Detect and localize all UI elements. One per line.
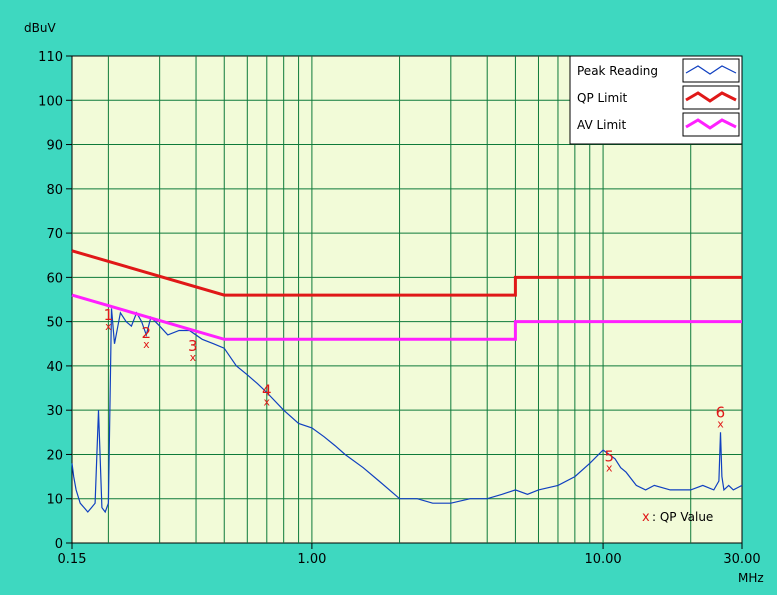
qp-annotation-marker: x	[642, 510, 650, 525]
y-tick-label: 30	[46, 404, 63, 419]
legend-swatch-box-peak	[682, 58, 740, 83]
x-tick-label: 0.15	[58, 552, 87, 567]
legend: Peak Reading QP Limit AV Limit	[569, 55, 743, 145]
qp-marker-label: 4	[262, 381, 272, 399]
x-tick-label: 10.00	[584, 552, 621, 567]
series-layer	[71, 249, 743, 514]
x-tick-label: 1.00	[297, 552, 326, 567]
y-tick-label: 40	[46, 360, 63, 375]
qp-marker-label: 2	[142, 324, 152, 342]
qp-limit-line	[71, 249, 742, 297]
y-tick-label: 0	[55, 537, 63, 552]
legend-swatch-av-limit	[685, 118, 737, 130]
y-unit-label: dBuV	[24, 21, 56, 35]
y-tick-label: 60	[46, 271, 63, 286]
qp-marker-label: 3	[188, 337, 198, 355]
qp-value-annotation: x : QP Value	[642, 510, 713, 525]
qp-marker-label: 1	[104, 306, 114, 324]
y-tick-label: 10	[46, 493, 63, 508]
legend-label-av: AV Limit	[577, 118, 627, 132]
legend-swatch-box-av	[682, 112, 740, 137]
y-tick-label: 90	[46, 139, 63, 154]
legend-label-peak: Peak Reading	[577, 64, 658, 78]
y-tick-label: 100	[38, 94, 63, 109]
qp-marker-x: x	[105, 320, 112, 333]
y-tick-label: 110	[38, 50, 63, 65]
y-tick-label: 50	[46, 316, 63, 331]
qp-marker-x: x	[717, 417, 724, 430]
qp-marker-x: x	[264, 395, 271, 408]
x-unit-label: MHz	[738, 571, 764, 585]
qp-marker-label: 6	[716, 403, 726, 421]
y-tick-label: 70	[46, 227, 63, 242]
legend-swatch-box-qp	[682, 85, 740, 110]
legend-swatch-qp-limit	[685, 91, 737, 103]
axes: 0 10 20 30 40 50 60 70 80 90 100 110 0.15 1.00 10.00 30…	[38, 50, 760, 567]
legend-swatch-peak-reading	[685, 65, 737, 75]
av-limit-line	[71, 293, 742, 341]
qp-marker-x: x	[606, 462, 613, 475]
qp-marker-x: x	[190, 351, 197, 364]
y-tick-label: 20	[46, 448, 63, 463]
qp-marker-label: 5	[604, 448, 614, 466]
y-tick-label: 80	[46, 183, 63, 198]
x-tick-label: 30.00	[723, 552, 760, 567]
qp-annotation-text: : QP Value	[652, 510, 713, 524]
qp-marker-x: x	[143, 338, 150, 351]
legend-label-qp: QP Limit	[577, 91, 628, 105]
peak-reading-line	[71, 308, 743, 514]
